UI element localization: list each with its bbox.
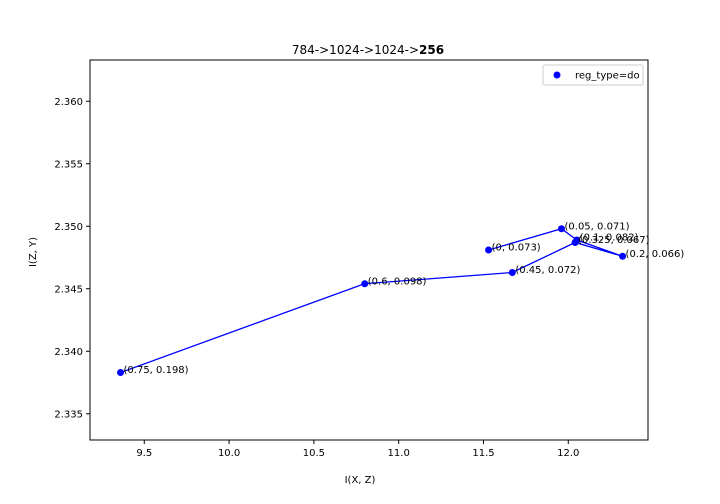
legend: reg_type=do	[542, 64, 644, 86]
legend-marker	[553, 71, 561, 79]
chart-title-bold: 256	[419, 43, 444, 57]
x-axis-ticks: 9.5 10.0 10.5 11.0 11.5 12.0	[136, 440, 579, 459]
data-point	[558, 225, 566, 233]
y-tick-label: 2.355	[54, 159, 83, 170]
point-labels: (0, 0.073) (0.05, 0.071)(0.1, 0.082) (0.2,…	[124, 221, 685, 376]
x-tick-label: 12.0	[557, 448, 579, 459]
legend-label: reg_type=do	[575, 71, 640, 82]
data-point-label: (0.05, 0.071)	[565, 221, 630, 232]
x-tick-label: 10.5	[303, 448, 325, 459]
x-tick-label: 11.5	[472, 448, 494, 459]
y-tick-label: 2.350	[54, 222, 83, 233]
data-point	[361, 280, 369, 288]
data-point	[485, 246, 493, 254]
data-point-label: (0.325, 0.067)	[578, 235, 650, 246]
y-tick-label: 2.360	[54, 97, 83, 108]
x-tick-label: 10.0	[218, 448, 240, 459]
data-point	[508, 269, 516, 276]
data-point-label: (0.1, 0.082)	[580, 233, 639, 244]
plot-area-frame	[89, 59, 649, 441]
data-point	[571, 239, 579, 246]
y-tick-label: 2.345	[54, 284, 83, 295]
data-point	[619, 252, 627, 260]
data-point-label: (0.6, 0.098)	[368, 276, 427, 287]
data-point-label: (0.45, 0.072)	[515, 265, 580, 276]
data-point-label: (0.2, 0.066)	[626, 249, 685, 260]
x-tick-label: 11.0	[388, 448, 410, 459]
data-point-label: (0.75, 0.198)	[124, 365, 189, 376]
legend-box	[542, 64, 644, 86]
x-axis-label: I(X, Z)	[345, 475, 376, 486]
chart-title-prefix: 784->1024->1024->	[292, 43, 419, 57]
data-point	[117, 369, 125, 376]
y-tick-label: 2.340	[54, 347, 83, 358]
chart-title: 784->1024->1024->256	[292, 43, 444, 57]
x-tick-label: 9.5	[136, 448, 152, 459]
y-tick-label: 2.335	[54, 409, 83, 420]
y-axis-ticks: 2.335 2.340 2.345 2.350 2.355 2.360	[54, 97, 90, 420]
series-layer	[117, 225, 627, 376]
y-axis-label: I(Z, Y)	[28, 237, 39, 267]
data-point-label: (0, 0.073)	[492, 243, 541, 254]
